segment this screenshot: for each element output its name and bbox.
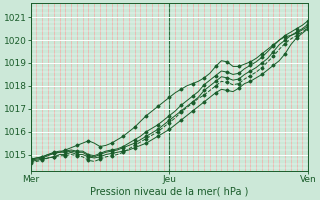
X-axis label: Pression niveau de la mer( hPa ): Pression niveau de la mer( hPa ) — [90, 187, 249, 197]
